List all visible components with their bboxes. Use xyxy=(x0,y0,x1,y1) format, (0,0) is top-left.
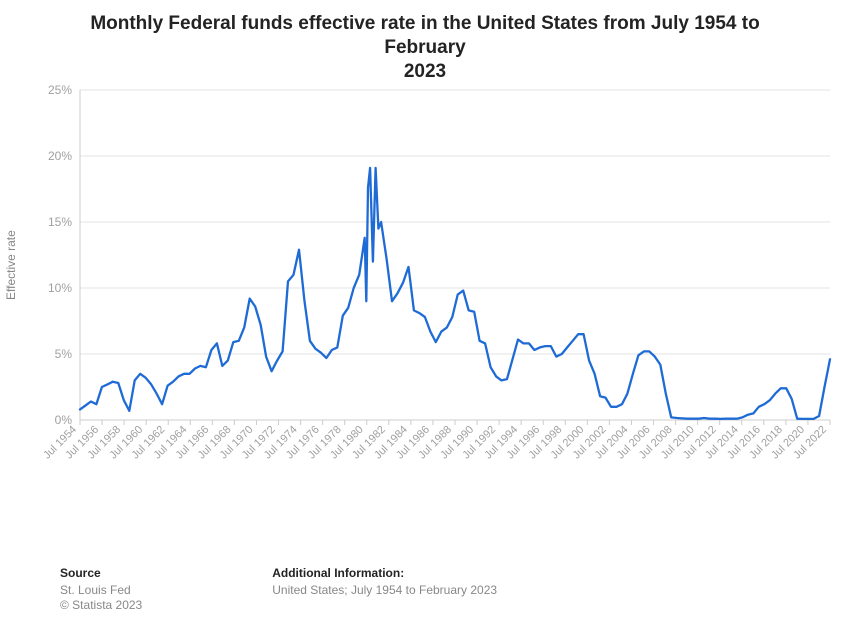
svg-text:20%: 20% xyxy=(48,149,72,163)
svg-text:10%: 10% xyxy=(48,281,72,295)
additional-info-block: Additional Information: United States; J… xyxy=(272,566,497,614)
chart-plot-area: 0%5%10%15%20%25%Jul 1954Jul 1956Jul 1958… xyxy=(0,80,850,530)
svg-text:5%: 5% xyxy=(55,347,73,361)
chart-title: Monthly Federal funds effective rate in … xyxy=(60,12,790,83)
chart-container: Monthly Federal funds effective rate in … xyxy=(0,0,850,632)
title-line-1: Monthly Federal funds effective rate in … xyxy=(90,13,759,58)
line-chart-svg: 0%5%10%15%20%25%Jul 1954Jul 1956Jul 1958… xyxy=(0,80,850,530)
copyright-text: © Statista 2023 xyxy=(60,598,142,614)
source-text: St. Louis Fed xyxy=(60,583,142,599)
additional-info-text: United States; July 1954 to February 202… xyxy=(272,583,497,599)
title-line-2: 2023 xyxy=(404,61,446,82)
source-heading: Source xyxy=(60,566,142,580)
additional-info-heading: Additional Information: xyxy=(272,566,497,580)
y-axis-label: Effective rate xyxy=(4,230,18,300)
source-block: Source St. Louis Fed © Statista 2023 xyxy=(60,566,142,614)
svg-text:25%: 25% xyxy=(48,83,72,97)
svg-text:15%: 15% xyxy=(48,215,72,229)
chart-footer: Source St. Louis Fed © Statista 2023 Add… xyxy=(60,566,810,614)
